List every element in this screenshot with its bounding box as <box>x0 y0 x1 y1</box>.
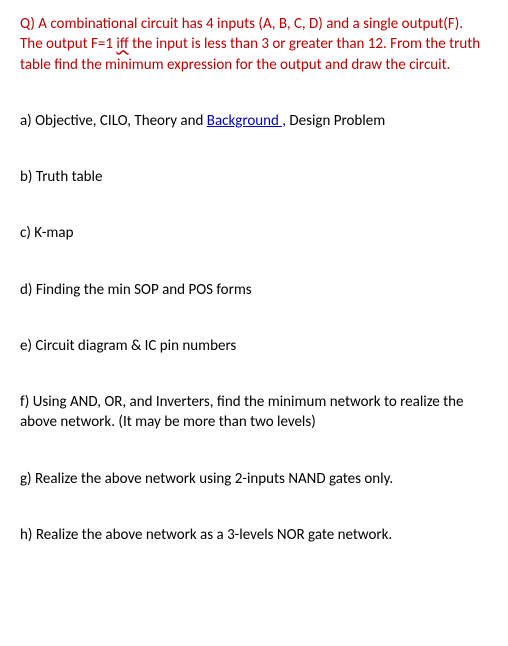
question-text: Q) A combinational circuit has 4 inputs … <box>20 14 488 75</box>
section-f: f) Using AND, OR, and Inverters, find th… <box>20 392 488 433</box>
question-iff: iff <box>116 35 128 53</box>
section-a: a) Objective, CILO, Theory and Backgroun… <box>20 111 488 131</box>
section-h: h) Realize the above network as a 3-leve… <box>20 525 488 545</box>
section-g: g) Realize the above network using 2-inp… <box>20 469 488 489</box>
section-e: e) Circuit diagram & IC pin numbers <box>20 336 488 356</box>
section-d: d) Finding the min SOP and POS forms <box>20 280 488 300</box>
section-a-prefix: a) Objective, CILO, Theory and <box>20 112 207 130</box>
section-a-link: Background , <box>207 112 286 130</box>
section-c: c) K-map <box>20 223 488 243</box>
section-b: b) Truth table <box>20 167 488 187</box>
section-a-suffix: Design Problem <box>286 112 385 130</box>
